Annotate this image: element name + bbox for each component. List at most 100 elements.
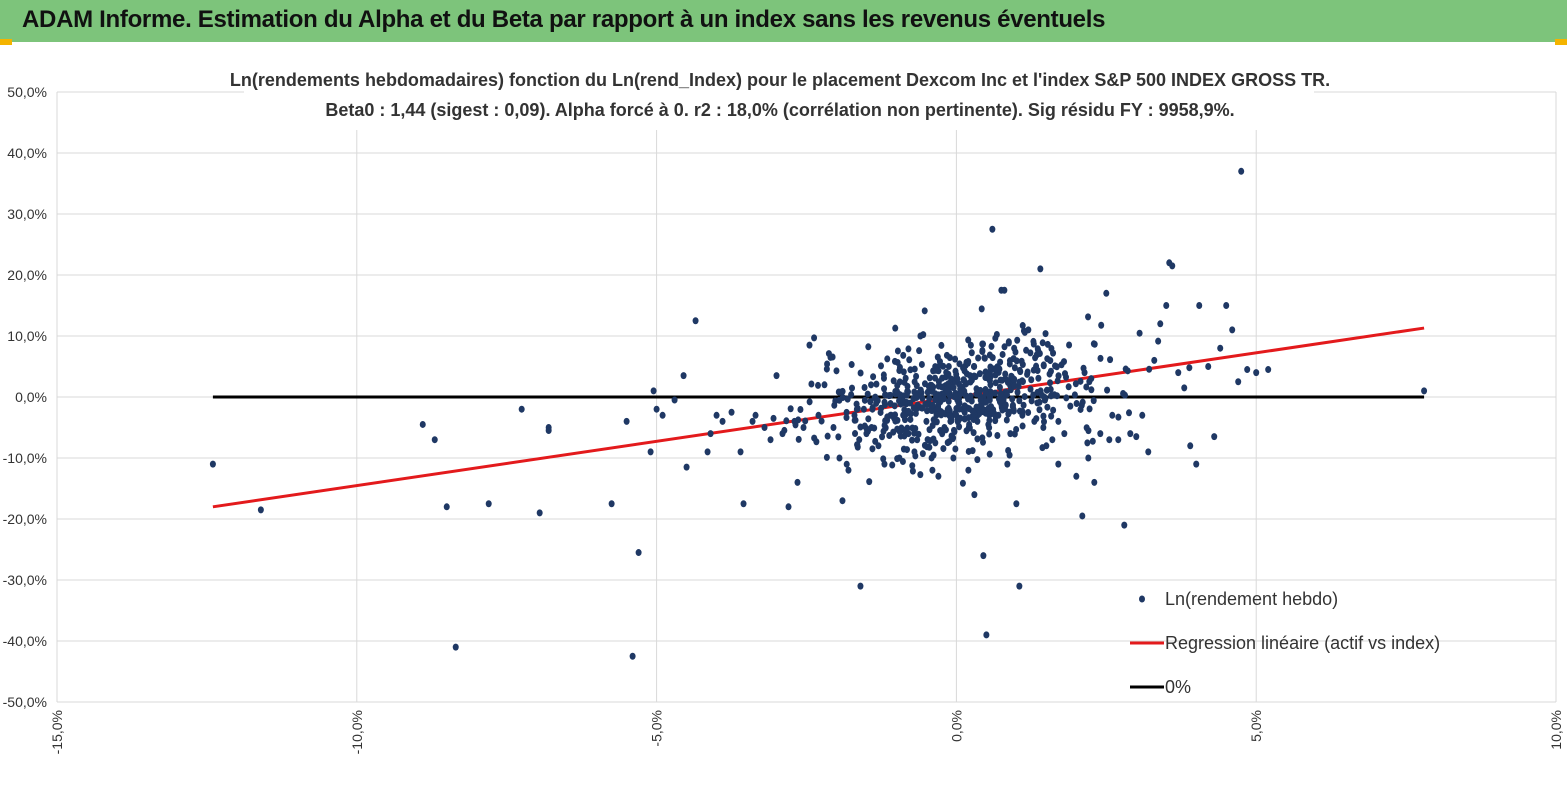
data-point <box>1030 391 1037 399</box>
data-point <box>997 358 1004 366</box>
data-point <box>1050 406 1057 414</box>
data-point <box>1155 337 1162 345</box>
data-point <box>1030 366 1037 374</box>
data-point <box>993 330 1000 338</box>
data-point <box>848 384 855 392</box>
data-point <box>996 383 1003 391</box>
data-point <box>1084 439 1091 447</box>
data-point <box>1047 367 1054 375</box>
data-point <box>806 398 813 406</box>
data-point <box>1163 302 1170 309</box>
data-point <box>431 436 438 444</box>
data-point <box>1039 444 1046 452</box>
data-point <box>836 454 843 462</box>
data-point <box>944 387 951 395</box>
data-point <box>1097 430 1104 438</box>
data-point <box>749 417 756 425</box>
data-point <box>825 350 832 358</box>
data-point <box>978 305 985 313</box>
x-tick-label: -10,0% <box>349 710 365 754</box>
data-point <box>824 360 831 368</box>
data-point <box>999 350 1006 358</box>
data-point <box>1003 416 1010 424</box>
data-point <box>944 405 951 413</box>
data-point <box>986 376 993 384</box>
data-point <box>952 355 959 363</box>
data-point <box>852 416 859 424</box>
data-point <box>909 436 916 444</box>
data-point <box>813 438 820 446</box>
data-point <box>871 394 878 402</box>
data-point <box>1090 397 1097 405</box>
data-point <box>837 388 844 396</box>
data-point <box>956 405 963 413</box>
data-point <box>1121 391 1128 399</box>
data-point <box>839 497 846 505</box>
data-point <box>1028 397 1035 405</box>
data-point <box>1009 395 1016 403</box>
data-point <box>1021 393 1028 401</box>
data-point <box>1073 472 1080 480</box>
data-point <box>971 372 978 380</box>
data-point <box>1073 399 1080 407</box>
data-point <box>1067 402 1074 410</box>
data-point <box>974 435 981 443</box>
data-point <box>943 351 950 359</box>
data-point <box>770 414 777 422</box>
data-point <box>650 387 657 395</box>
data-point <box>1104 386 1111 394</box>
data-point <box>1016 397 1023 405</box>
data-point <box>955 416 962 424</box>
data-point <box>1021 328 1028 336</box>
data-point <box>853 400 860 408</box>
data-point <box>923 417 930 425</box>
data-point <box>1115 413 1122 421</box>
data-point <box>1063 394 1070 402</box>
data-point <box>1001 286 1008 294</box>
data-point <box>1042 330 1049 338</box>
data-point <box>952 445 959 453</box>
data-point <box>1157 320 1164 328</box>
data-point <box>485 500 492 508</box>
data-point <box>1186 364 1193 372</box>
data-point <box>940 445 947 453</box>
data-point <box>965 336 972 344</box>
data-point <box>1253 369 1260 377</box>
data-point <box>419 420 426 428</box>
data-point <box>967 341 974 349</box>
data-point <box>950 426 957 434</box>
data-point <box>986 430 993 438</box>
data-point <box>830 424 837 431</box>
data-point <box>926 395 933 403</box>
data-point <box>948 432 955 440</box>
data-point <box>926 374 933 382</box>
data-point <box>945 362 952 370</box>
data-point <box>965 395 972 403</box>
data-point <box>1106 436 1113 444</box>
data-point <box>979 348 986 356</box>
data-point <box>1223 302 1230 309</box>
data-point <box>880 427 887 435</box>
data-point <box>843 408 850 416</box>
data-point <box>916 347 923 355</box>
data-point <box>929 422 936 430</box>
data-point <box>1196 302 1203 309</box>
data-point <box>818 417 825 425</box>
data-point <box>901 416 908 424</box>
data-point <box>1036 406 1043 414</box>
data-point <box>939 374 946 382</box>
data-point <box>985 371 992 379</box>
data-point <box>536 509 543 517</box>
data-point <box>879 433 886 441</box>
y-tick-label: -40,0% <box>3 633 47 649</box>
data-point <box>1169 262 1176 270</box>
data-point <box>903 446 910 454</box>
data-point <box>1107 356 1114 364</box>
corner-marker-left <box>0 39 12 45</box>
y-tick-label: 20,0% <box>7 267 47 283</box>
data-point <box>919 450 926 458</box>
data-point <box>1077 405 1084 413</box>
data-point <box>877 408 884 416</box>
data-point <box>853 405 860 413</box>
data-point <box>950 454 957 462</box>
